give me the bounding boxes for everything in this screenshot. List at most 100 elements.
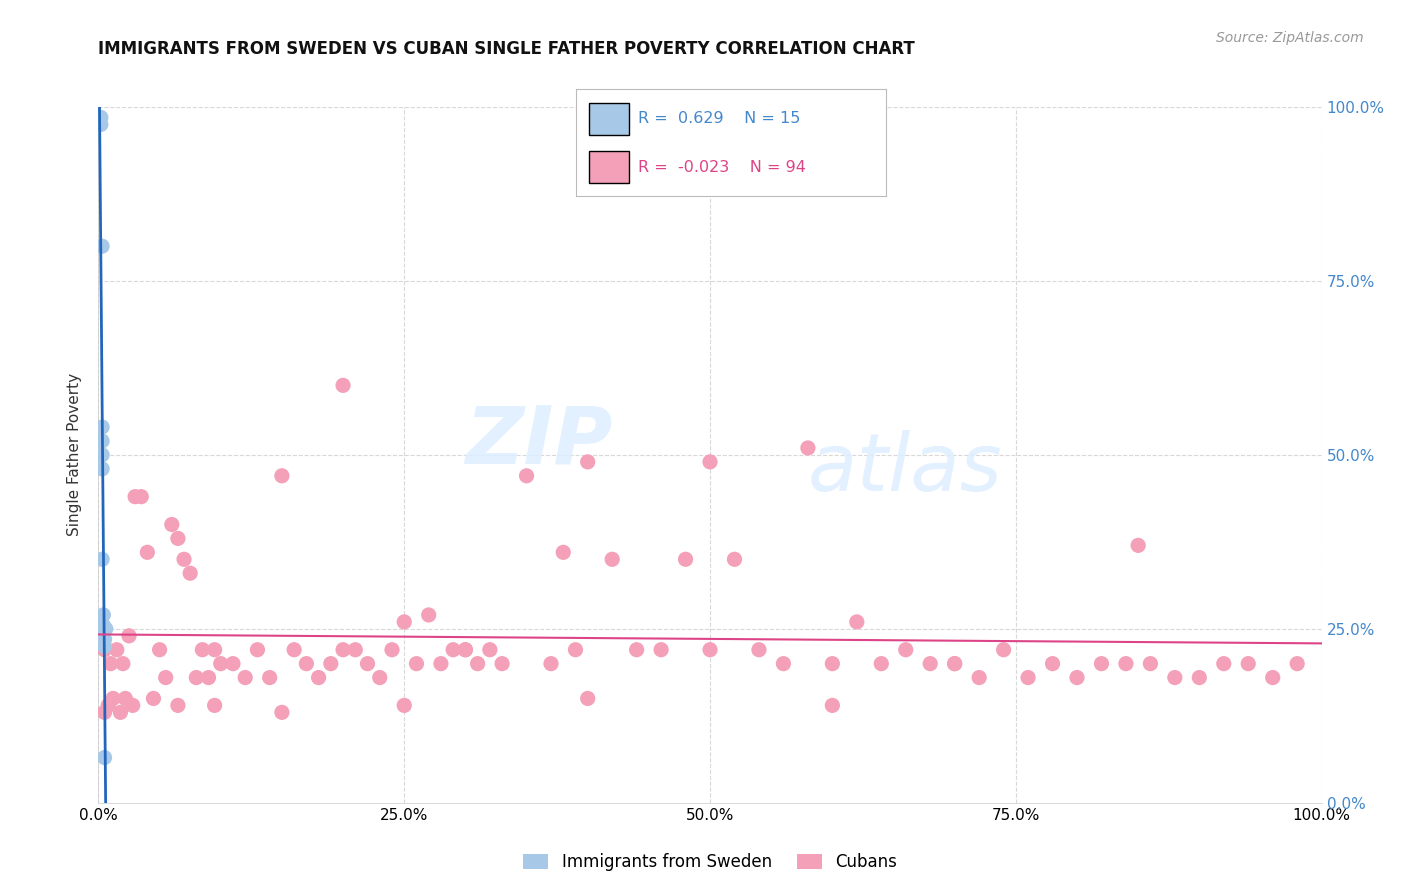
Point: [191, 642, 214, 657]
FancyBboxPatch shape: [589, 152, 628, 184]
Point: [540, 657, 562, 671]
Point: [197, 671, 219, 685]
Text: IMMIGRANTS FROM SWEDEN VS CUBAN SINGLE FATHER POVERTY CORRELATION CHART: IMMIGRANTS FROM SWEDEN VS CUBAN SINGLE F…: [98, 40, 915, 58]
Text: R =  -0.023    N = 94: R = -0.023 N = 94: [638, 160, 806, 175]
Point: [993, 642, 1015, 657]
Point: [1115, 657, 1137, 671]
Point: [405, 657, 427, 671]
Point: [675, 552, 697, 566]
Point: [100, 657, 122, 671]
Point: [97, 698, 120, 713]
Text: atlas: atlas: [808, 430, 1002, 508]
Point: [270, 706, 294, 720]
Point: [356, 657, 378, 671]
Point: [943, 657, 966, 671]
Point: [626, 642, 648, 657]
Point: [553, 545, 575, 559]
Point: [167, 698, 190, 713]
Point: [186, 671, 208, 685]
Point: [91, 625, 114, 640]
Point: [270, 468, 294, 483]
Point: [136, 545, 159, 559]
Point: [392, 615, 416, 629]
Point: [564, 642, 586, 657]
Point: [155, 671, 177, 685]
Point: [179, 566, 201, 581]
Point: [1090, 657, 1112, 671]
Point: [283, 642, 305, 657]
Point: [1164, 671, 1187, 685]
Point: [173, 552, 195, 566]
Point: [797, 441, 820, 455]
Point: [967, 671, 990, 685]
Point: [111, 657, 134, 671]
Point: [93, 639, 115, 653]
Point: [1261, 671, 1284, 685]
Point: [105, 642, 128, 657]
Point: [93, 632, 115, 647]
Point: [699, 455, 721, 469]
Point: [91, 420, 114, 434]
Point: [91, 618, 114, 632]
Point: [204, 642, 226, 657]
Point: [295, 657, 318, 671]
Point: [93, 750, 115, 764]
Text: R =  0.629    N = 15: R = 0.629 N = 15: [638, 111, 800, 126]
Point: [515, 468, 537, 483]
Point: [821, 698, 844, 713]
Point: [1139, 657, 1161, 671]
Point: [101, 691, 124, 706]
Point: [576, 455, 599, 469]
FancyBboxPatch shape: [589, 103, 628, 136]
Point: [118, 629, 141, 643]
Point: [894, 642, 917, 657]
Point: [1188, 671, 1211, 685]
Point: [124, 490, 146, 504]
Point: [259, 671, 281, 685]
Point: [1286, 657, 1309, 671]
Point: [1237, 657, 1260, 671]
Point: [90, 117, 112, 131]
Point: [91, 607, 114, 622]
Point: [233, 671, 256, 685]
Point: [91, 552, 114, 566]
Point: [772, 657, 794, 671]
Point: [650, 642, 672, 657]
Point: [418, 607, 440, 622]
Point: [209, 657, 232, 671]
Point: [344, 642, 367, 657]
Point: [943, 657, 966, 671]
Point: [870, 657, 893, 671]
Point: [368, 671, 391, 685]
Point: [821, 657, 844, 671]
Point: [93, 706, 115, 720]
Point: [392, 698, 416, 713]
Point: [246, 642, 269, 657]
Point: [600, 552, 623, 566]
Point: [845, 615, 868, 629]
Point: [94, 622, 117, 636]
Point: [308, 671, 330, 685]
Point: [332, 378, 354, 392]
Text: Source: ZipAtlas.com: Source: ZipAtlas.com: [1216, 31, 1364, 45]
Point: [160, 517, 183, 532]
Text: ZIP: ZIP: [465, 402, 612, 480]
Point: [1128, 538, 1150, 552]
Point: [142, 691, 165, 706]
Legend: Immigrants from Sweden, Cubans: Immigrants from Sweden, Cubans: [516, 847, 904, 878]
Point: [149, 642, 172, 657]
Point: [430, 657, 453, 671]
Point: [91, 434, 114, 448]
Point: [1017, 671, 1039, 685]
Point: [723, 552, 745, 566]
Point: [204, 698, 226, 713]
Point: [454, 642, 477, 657]
Point: [91, 462, 114, 476]
Point: [576, 691, 599, 706]
Point: [491, 657, 513, 671]
Point: [1042, 657, 1064, 671]
Point: [110, 706, 132, 720]
Point: [478, 642, 501, 657]
Point: [699, 642, 721, 657]
Point: [1212, 657, 1234, 671]
